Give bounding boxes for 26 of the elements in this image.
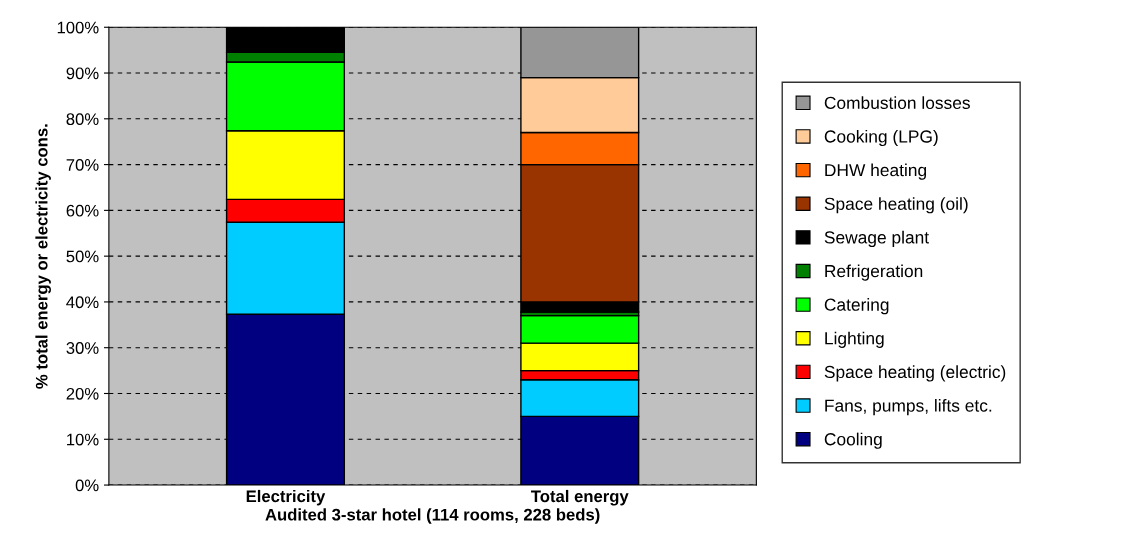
y-tick-label: 20% xyxy=(66,387,99,400)
legend-label: Cooling xyxy=(824,432,882,449)
x-tick-label: Total energy xyxy=(531,489,629,506)
y-tick-label: 100% xyxy=(57,21,99,34)
x-tick-label: Electricity xyxy=(246,489,326,506)
y-tick-label: 40% xyxy=(66,296,99,309)
legend-label: Fans, pumps, lifts etc. xyxy=(825,399,992,416)
legend-label: Sewage plant xyxy=(824,230,929,247)
legend-label: Refrigeration xyxy=(825,264,923,281)
legend-label: Space heating (electric) xyxy=(824,365,1006,382)
y-tick-label: 70% xyxy=(66,158,99,171)
legend-label: Space heating (oil) xyxy=(824,197,968,214)
y-axis-title: % total energy or electricity cons. xyxy=(35,124,51,389)
y-tick-label: 80% xyxy=(66,113,99,126)
y-tick-label: 0% xyxy=(75,479,99,492)
y-tick-label: 90% xyxy=(66,67,99,80)
y-tick-label: 10% xyxy=(67,433,99,446)
x-axis-title: Audited 3-star hotel (114 rooms, 228 beds) xyxy=(265,508,600,524)
legend-label: Lighting xyxy=(825,331,884,348)
legend-label: Combustion losses xyxy=(824,96,970,110)
y-tick-label: 60% xyxy=(66,204,99,217)
legend-label: DHW heating xyxy=(825,163,927,180)
legend-label: Cooking (LPG) xyxy=(824,129,938,147)
legend-label: Catering xyxy=(824,298,889,315)
y-tick-label: 50% xyxy=(66,250,99,263)
y-tick-label: 30% xyxy=(66,342,99,354)
